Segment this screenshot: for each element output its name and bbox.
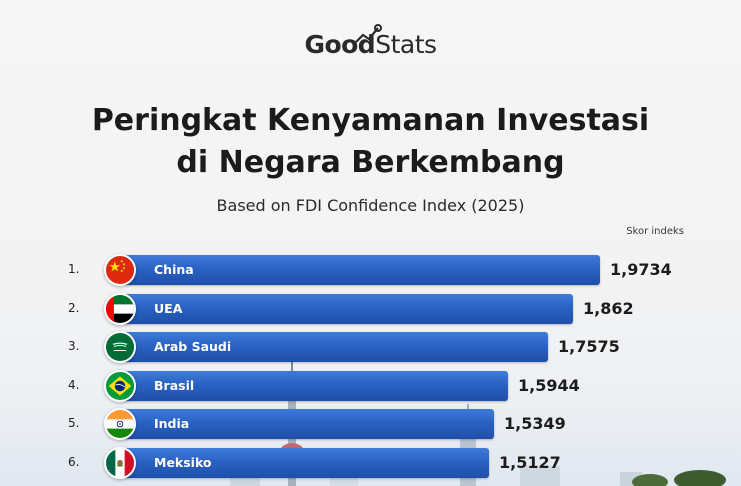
- rank-label: 4.: [68, 377, 80, 392]
- logo-text-good: Good: [304, 30, 376, 59]
- value-label: 1,7575: [558, 337, 620, 356]
- chart-title: Peringkat Kenyamanan Investasi di Negara…: [0, 100, 741, 184]
- bar-row: 4. Brasil 1,5944: [0, 369, 741, 403]
- logo-chart-icon: [355, 24, 382, 43]
- category-label: Brasil: [154, 377, 195, 393]
- uae-flag-icon: [104, 292, 136, 325]
- saudi-flag-icon: [104, 331, 136, 363]
- bar: [124, 409, 494, 439]
- bar-row: 6. Meksiko 1,5127: [0, 446, 741, 480]
- chart-subtitle: Based on FDI Confidence Index (2025): [216, 196, 525, 215]
- rank-label: 3.: [68, 339, 80, 353]
- goodstats-logo: GoodStats: [0, 30, 741, 59]
- category-label: Meksiko: [154, 454, 212, 470]
- bar: [124, 447, 489, 478]
- category-label: UEA: [154, 300, 183, 316]
- value-label: 1,5349: [504, 414, 566, 433]
- brazil-flag-icon: [104, 369, 136, 402]
- rank-label: 6.: [68, 454, 80, 469]
- bar-row: 3. Arab Saudi 1,7575: [0, 330, 741, 364]
- value-label: 1,862: [583, 298, 634, 318]
- category-label: India: [154, 416, 190, 431]
- category-label: Arab Saudi: [154, 339, 232, 354]
- rank-label: 2.: [68, 300, 80, 315]
- bar: [124, 293, 573, 324]
- logo-text-stats: Stats: [375, 30, 437, 59]
- value-label: 1,5944: [518, 375, 580, 395]
- bar: [124, 370, 508, 401]
- rank-label: 1.: [68, 262, 80, 276]
- value-axis-label: Skor indeks: [626, 226, 684, 237]
- chart-title-line2: di Negara Berkembang: [176, 145, 565, 180]
- mexico-flag-icon: [104, 446, 136, 479]
- india-flag-icon: [104, 408, 136, 440]
- bar-row: 2. UEA 1,862: [0, 292, 741, 326]
- rank-label: 5.: [68, 416, 80, 430]
- china-flag-icon: [104, 254, 136, 286]
- bar: [124, 332, 548, 362]
- bar-row: 1. China 1,9734: [0, 253, 741, 287]
- chart-title-line1: Peringkat Kenyamanan Investasi: [91, 103, 650, 138]
- category-label: China: [154, 262, 194, 277]
- value-label: 1,5127: [499, 452, 561, 472]
- value-label: 1,9734: [610, 260, 672, 279]
- bar: [124, 255, 600, 285]
- bar-row: 5. India 1,5349: [0, 407, 741, 441]
